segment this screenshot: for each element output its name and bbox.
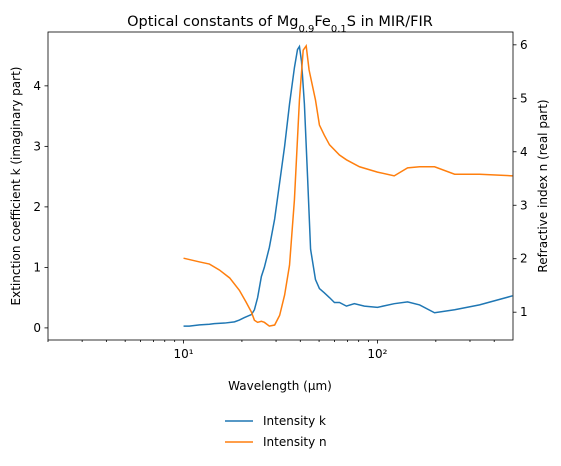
y-tick-label: 2 [33, 200, 41, 214]
series-line [183, 43, 513, 327]
series-line [183, 44, 513, 327]
y-tick-label: 1 [33, 260, 41, 274]
chart-title: Optical constants of Mg0.9Fe0.1S in MIR/… [127, 14, 433, 35]
y2-tick-label: 3 [520, 198, 528, 212]
title-part: S in MIR/FIR [347, 14, 433, 30]
y2-tick-label: 2 [520, 252, 528, 266]
y2-tick-label: 6 [520, 38, 528, 52]
x-tick-label: 10² [367, 347, 387, 361]
y2-tick-label: 1 [520, 305, 528, 319]
x-axis-label: Wavelength (μm) [228, 379, 332, 393]
y-tick-label: 0 [33, 321, 41, 335]
y2-tick-label: 5 [520, 91, 528, 105]
plot-frame [47, 31, 514, 341]
title-part: 0.1 [331, 24, 347, 35]
title-part: Optical constants of Mg [127, 14, 298, 30]
legend-label: Intensity n [263, 435, 327, 449]
title-part: Fe [314, 14, 331, 30]
y2-tick-label: 4 [520, 145, 528, 159]
title-part: 0.9 [298, 24, 314, 35]
legend-label: Intensity k [263, 414, 326, 428]
y-tick-label: 4 [33, 79, 41, 93]
y-tick-label: 3 [33, 139, 41, 153]
y-axis-label: Extinction coefficient k (imaginary part… [9, 67, 23, 306]
x-tick-label: 10¹ [173, 347, 193, 361]
y2-axis-label: Refractive index n (real part) [536, 99, 550, 272]
